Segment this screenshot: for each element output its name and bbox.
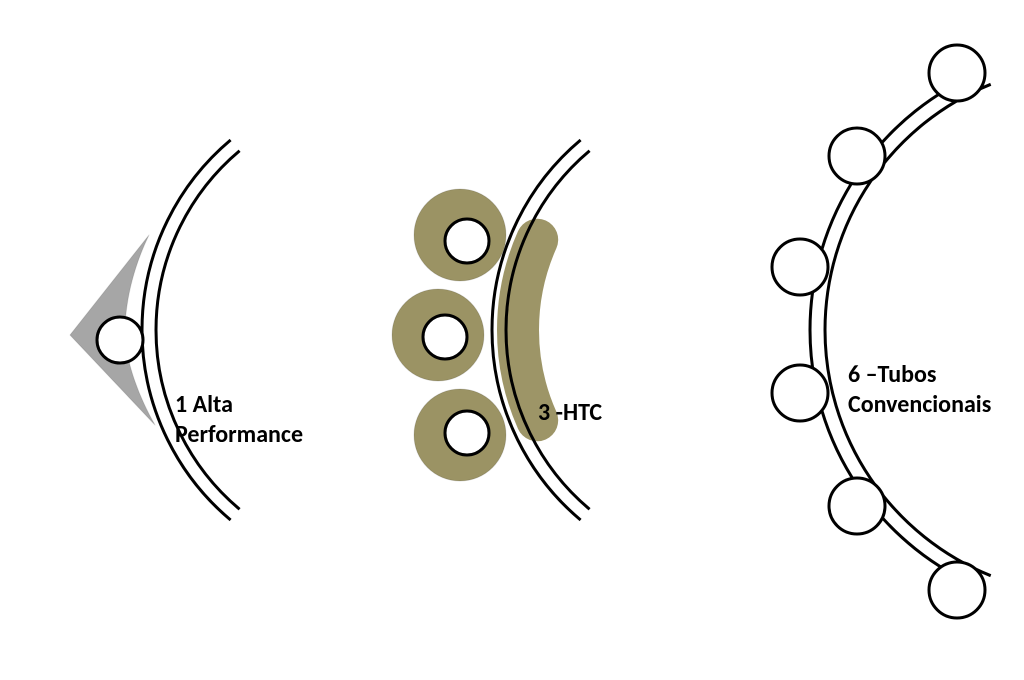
panel-alta-performance-label: 1 Alta Performance (175, 390, 303, 450)
panel-htc (360, 40, 700, 580)
panel-tubos-convencionais-svg (700, 20, 1024, 660)
panel-alta-performance-svg (10, 40, 350, 580)
panel-alta-performance-tube-0 (97, 317, 143, 363)
panel-alta-performance-arc-inner (156, 151, 240, 510)
panel-tubos-convencionais-label: 6 –Tubos Convencionais (848, 360, 991, 420)
panel-tubos-convencionais-tube-5 (929, 562, 985, 618)
panel-tubos-convencionais-tube-1 (829, 128, 885, 184)
panel-tubos-convencionais-tube-3 (772, 365, 828, 421)
panel-htc-tube-2 (445, 411, 489, 455)
panel-htc-label: 3 -HTC (538, 398, 602, 428)
panel-htc-tube-0 (445, 219, 489, 263)
panel-tubos-convencionais-tube-2 (772, 239, 828, 295)
panel-alta-performance (10, 40, 350, 580)
panel-tubos-convencionais (700, 20, 1024, 660)
panel-htc-svg (360, 40, 700, 580)
panel-tubos-convencionais-tube-0 (929, 45, 985, 101)
panel-tubos-convencionais-tube-4 (829, 478, 885, 534)
panel-htc-tube-1 (423, 315, 467, 359)
